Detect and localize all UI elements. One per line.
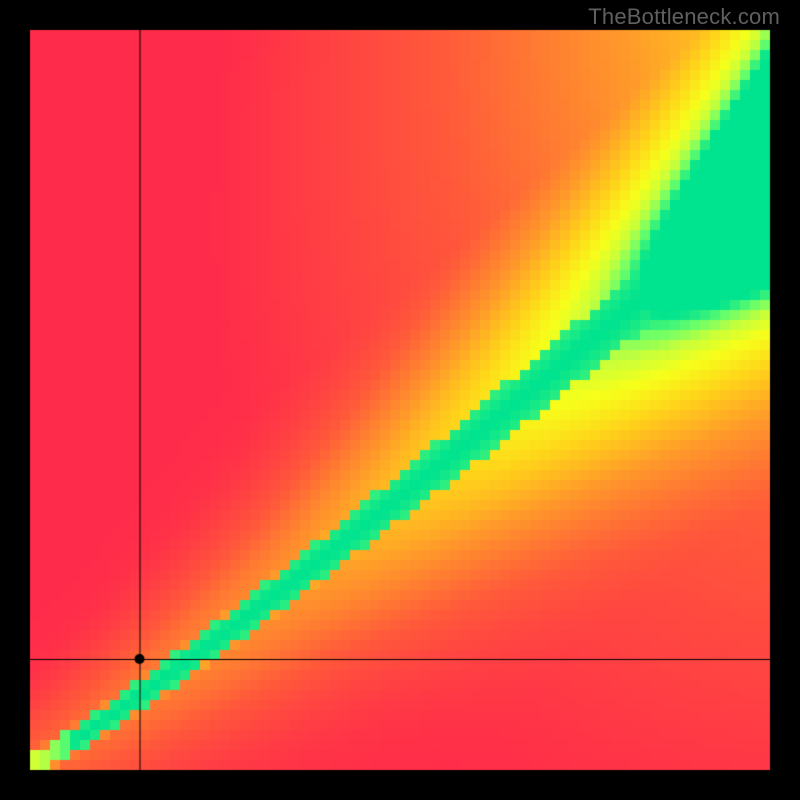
watermark-text: TheBottleneck.com [588,4,780,30]
chart-container: TheBottleneck.com [0,0,800,800]
bottleneck-heatmap [0,0,800,800]
